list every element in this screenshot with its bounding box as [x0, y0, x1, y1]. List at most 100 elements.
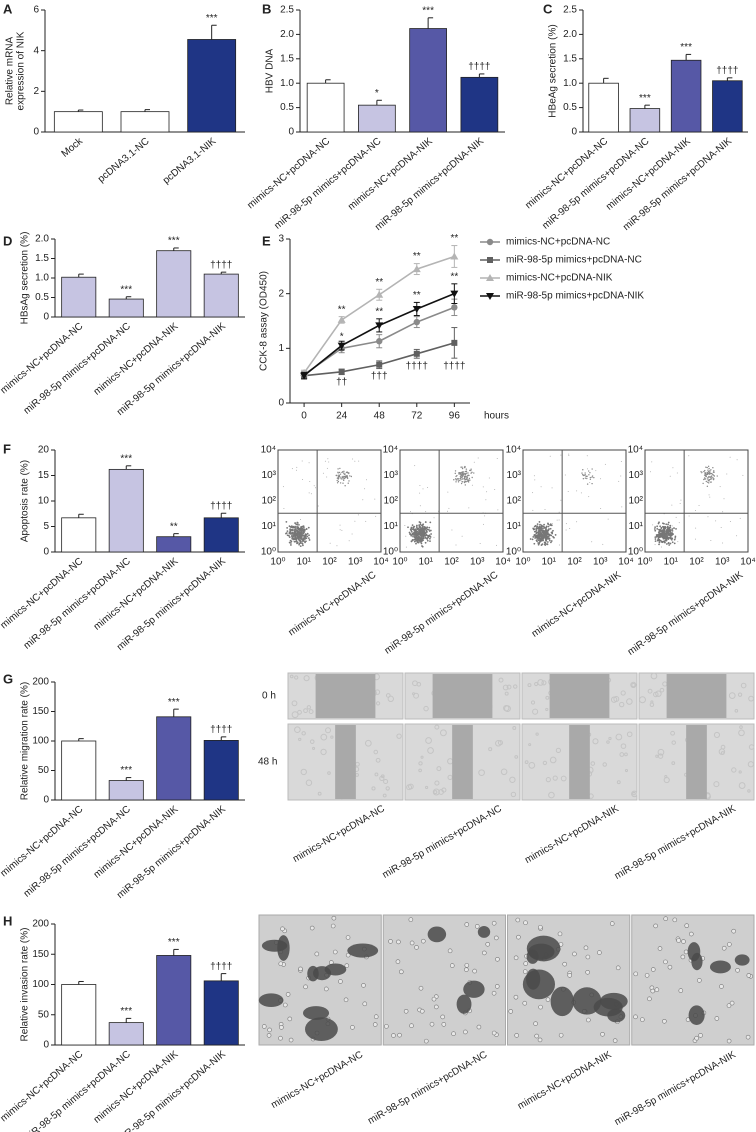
- pore: [745, 1034, 751, 1040]
- flow-dot: [484, 515, 486, 517]
- bar: [61, 276, 97, 318]
- flow-dot: [709, 478, 712, 480]
- y-tick-label: 150: [32, 706, 49, 717]
- pore: [647, 996, 652, 1002]
- flow-dot: [666, 525, 669, 528]
- flow-dot: [420, 532, 423, 534]
- flow-dot: [462, 473, 464, 476]
- y-axis-label: HBeAg secretion (%): [548, 24, 559, 117]
- pore: [672, 917, 678, 923]
- bar: [61, 984, 97, 1046]
- cell-texture: [748, 695, 754, 702]
- marker: [300, 372, 309, 380]
- flow-dot: [424, 521, 427, 523]
- cell-texture: [713, 781, 720, 788]
- flow-dot: [289, 528, 292, 531]
- flow-dot: [711, 478, 713, 480]
- cell-texture: [650, 672, 658, 680]
- flow-y-tick-label: 10²: [384, 496, 399, 507]
- pore: [266, 1033, 272, 1038]
- pore: [399, 969, 404, 975]
- flow-dot: [415, 536, 418, 538]
- x-tick-label: mimics-NC+pcDNA-NIK: [92, 1049, 181, 1126]
- flow-dot: [414, 530, 417, 533]
- flow-dot: [620, 460, 622, 462]
- flow-dot: [418, 526, 421, 528]
- cell-texture: [330, 735, 334, 739]
- y-tick-label: 10: [38, 496, 50, 507]
- flow-dot: [411, 533, 414, 536]
- cell-texture: [439, 729, 447, 737]
- flow-dot: [421, 526, 424, 529]
- flow-dot: [556, 519, 558, 521]
- cell-texture: [413, 692, 420, 699]
- flow-dot: [337, 468, 339, 470]
- flow-dot: [294, 527, 297, 529]
- flow-dot: [540, 486, 542, 488]
- significance-label: ***: [120, 453, 132, 464]
- flow-dot: [710, 469, 712, 471]
- flow-dot: [665, 523, 668, 526]
- pore: [644, 973, 650, 978]
- cell-texture: [632, 791, 636, 796]
- pore: [653, 923, 658, 929]
- x-tick-label: mimics-NC+pcDNA-NIK: [92, 556, 181, 633]
- flow-dot: [709, 472, 712, 475]
- flow-dot: [299, 533, 302, 536]
- flow-dot: [662, 532, 665, 535]
- flow-dot: [467, 472, 469, 474]
- flow-dot: [659, 532, 662, 535]
- flow-dot: [429, 521, 432, 524]
- pore: [278, 1035, 283, 1041]
- flow-dot: [307, 537, 310, 540]
- flow-dot: [303, 528, 305, 530]
- flow-dot: [654, 540, 657, 543]
- pore: [495, 956, 500, 962]
- flow-x-tick-label: 10⁴: [373, 557, 388, 568]
- flow-dot: [537, 543, 540, 546]
- cell-texture: [297, 709, 302, 715]
- flow-dot: [414, 528, 417, 531]
- flow-dot: [657, 536, 660, 539]
- flow-dot: [543, 536, 545, 539]
- significance-label: **: [375, 277, 383, 288]
- bar: [108, 780, 144, 801]
- flow-dot: [292, 538, 295, 541]
- cell-texture: [616, 780, 621, 785]
- legend-marker: [486, 274, 494, 281]
- marker: [450, 252, 459, 260]
- flow-dot: [419, 529, 422, 532]
- x-tick-label: mimics-NC+pcDNA-NC: [0, 804, 85, 879]
- flow-dot: [305, 533, 308, 536]
- flow-dot: [707, 469, 709, 471]
- flow-dot: [464, 470, 467, 473]
- flow-dot: [308, 539, 311, 541]
- flow-dot: [706, 471, 708, 474]
- flow-dot: [429, 537, 431, 540]
- bar: [53, 111, 103, 133]
- bar: [203, 980, 239, 1046]
- cell-texture: [738, 782, 746, 789]
- y-tick-label: 1.5: [280, 53, 294, 64]
- flow-dot: [668, 536, 671, 539]
- flow-dot: [317, 505, 319, 507]
- flow-dot: [454, 478, 457, 480]
- cell-texture: [738, 770, 742, 774]
- cell-texture: [647, 688, 653, 694]
- flow-dot: [552, 529, 554, 532]
- flow-dot: [411, 524, 414, 527]
- bar: [203, 273, 239, 318]
- pore: [482, 950, 487, 956]
- flow-dot: [657, 522, 660, 525]
- cell-texture: [748, 744, 755, 750]
- invaded-cell: [691, 952, 703, 971]
- flow-dot: [736, 535, 738, 537]
- flow-dot: [299, 535, 301, 538]
- flow-dot: [294, 522, 297, 524]
- flow-dot: [698, 505, 700, 507]
- flow-dot: [461, 471, 463, 473]
- flow-dot: [322, 472, 324, 474]
- flow-dot: [348, 472, 350, 475]
- y-axis-label: Relative migration rate (%): [20, 682, 31, 800]
- cell-texture: [303, 708, 308, 714]
